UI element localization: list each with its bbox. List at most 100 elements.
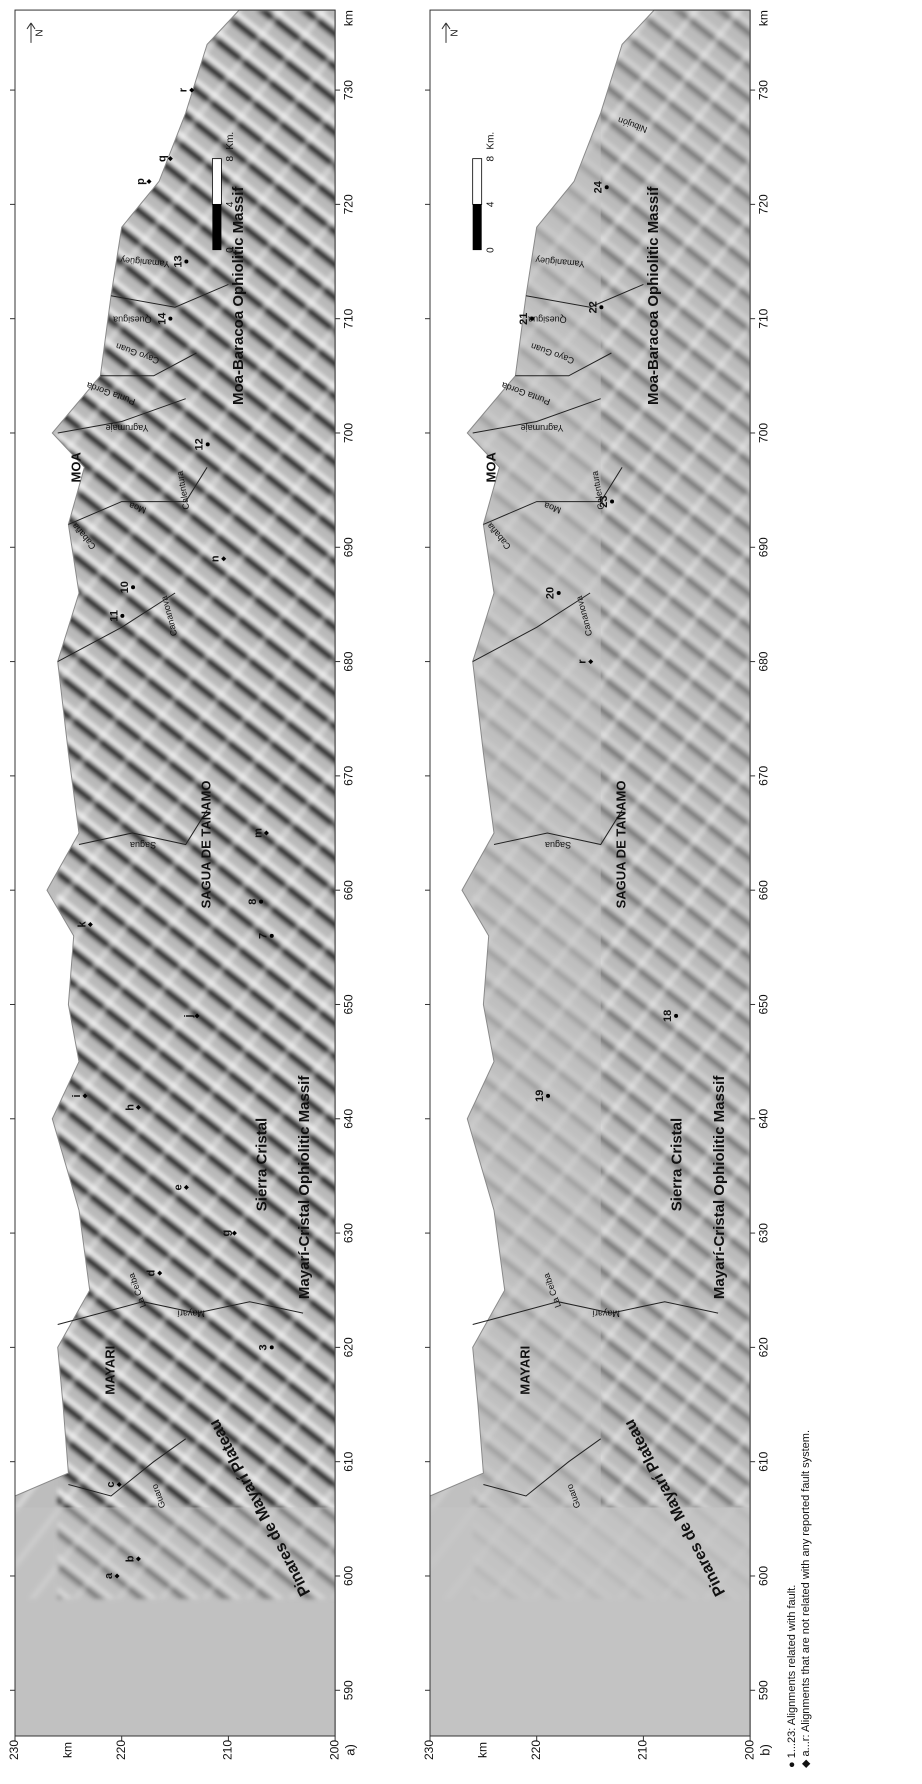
x-tick-label: 690: [756, 537, 770, 557]
point-label: k: [76, 921, 88, 928]
fault-point: [604, 185, 609, 190]
river: [57, 398, 186, 434]
x-tick-label: 640: [341, 1108, 355, 1128]
plain-fade: [15, 1507, 336, 1736]
non-fault-point: [146, 179, 152, 185]
fault-point: [120, 613, 125, 618]
scale-label: 4: [225, 201, 236, 207]
y-tick-label: 230: [7, 1740, 21, 1760]
panel-frame: [14, 9, 336, 1737]
y-tick-label: 210: [221, 1740, 235, 1760]
legend: ● 1...23: Alignments related with fault.…: [786, 1430, 812, 1768]
point-label: j: [183, 1014, 195, 1018]
non-fault-point: [263, 830, 269, 836]
y-tick-label: 200: [327, 1740, 341, 1760]
x-tick-label: 640: [756, 1108, 770, 1128]
fault-point: [530, 316, 535, 321]
scale-unit: Km.: [485, 132, 496, 150]
river: [68, 467, 208, 525]
non-fault-point: [189, 87, 195, 93]
y-tick-label: 200: [742, 1740, 756, 1760]
x-tick-label: 730: [341, 80, 355, 100]
x-tick-label: 710: [341, 308, 355, 328]
fault-point: [259, 899, 264, 904]
point-label: 22: [587, 301, 599, 313]
scale-black: [212, 204, 222, 251]
river: [515, 352, 612, 377]
scale-unit: Km.: [225, 132, 236, 150]
x-tick-label: 700: [756, 423, 770, 443]
x-tick-label: 630: [756, 1223, 770, 1243]
x-tick-label: 600: [341, 1566, 355, 1586]
point-label: 8: [247, 899, 259, 905]
non-fault-point: [167, 156, 173, 162]
river: [57, 1301, 304, 1325]
place-name: SAGUA DE TANAMO: [613, 781, 628, 909]
map-panel: 5906006106206306406506606706806907007107…: [7, 9, 358, 1760]
river: [57, 592, 176, 663]
x-tick-label: 600: [756, 1566, 770, 1586]
point-label: a: [103, 1572, 115, 1579]
place-name: Yamanigüey: [535, 255, 586, 269]
river: [472, 398, 601, 434]
river: [472, 592, 591, 663]
x-tick-label: 690: [341, 537, 355, 557]
x-tick-label: 650: [756, 994, 770, 1014]
point-label: r: [577, 659, 589, 664]
scale-label: 8: [485, 155, 496, 161]
fault-point: [184, 259, 189, 264]
point-label: c: [105, 1481, 117, 1487]
river: [493, 809, 623, 846]
river: [483, 467, 623, 525]
point-label: n: [210, 555, 222, 562]
non-fault-point: [221, 556, 227, 562]
point-label: p: [135, 178, 147, 185]
point-label: 13: [172, 255, 184, 267]
river: [110, 283, 229, 308]
x-tick-label: 650: [341, 994, 355, 1014]
point-label: b: [124, 1555, 136, 1562]
x-tick-label: 590: [341, 1680, 355, 1700]
place-name: MOA: [483, 452, 498, 483]
x-tick-label: 730: [756, 80, 770, 100]
place-name: MOA: [68, 452, 83, 483]
point-label: 18: [662, 1010, 674, 1022]
panel-label: b): [758, 1744, 773, 1756]
y-tick-label: 220: [114, 1740, 128, 1760]
fault-point: [269, 1345, 274, 1350]
place-name: Moa-Baracoa Ophiolitic Massif: [230, 186, 247, 405]
fault-point: [205, 442, 210, 447]
map-panel: 5906006106206306406506606706806907007107…: [422, 9, 773, 1760]
point-label: 3: [258, 1344, 270, 1350]
y-tick-label: 210: [636, 1740, 650, 1760]
point-label: 21: [518, 313, 530, 325]
point-label: 11: [108, 610, 120, 622]
place-name: Moa-Baracoa Ophiolitic Massif: [645, 186, 662, 405]
point-label: m: [252, 828, 264, 838]
non-fault-point: [87, 921, 93, 927]
legend-entry: ● 1...23: Alignments related with fault.: [786, 1585, 798, 1768]
y-axis-unit: km: [476, 1742, 490, 1758]
x-axis-unit: km: [756, 10, 770, 26]
legend-entry: ◆ a...r: Alignments that are not related…: [800, 1430, 812, 1768]
fault-point: [168, 316, 173, 321]
x-tick-label: 620: [341, 1337, 355, 1357]
place-name: Mayarí: [592, 1309, 620, 1319]
place-name: Sagua: [130, 840, 156, 850]
non-fault-point: [194, 1013, 200, 1019]
place-name: Yamanigüey: [120, 255, 171, 269]
x-tick-label: 680: [341, 651, 355, 671]
scale-white: [211, 158, 222, 205]
point-label: 19: [534, 1090, 546, 1102]
scale-label: 0: [485, 247, 496, 253]
x-tick-label: 670: [341, 766, 355, 786]
scale-white: [472, 158, 483, 205]
place-name: Quesigua: [528, 314, 567, 324]
place-name: Mayarí-Cristal Ophiolitic Massif: [711, 1075, 728, 1299]
fault-point: [131, 585, 136, 590]
x-tick-label: 700: [341, 423, 355, 443]
x-tick-label: 590: [756, 1680, 770, 1700]
non-fault-point: [183, 1184, 189, 1190]
point-label: i: [71, 1094, 83, 1097]
place-name: Sierra Cristal: [669, 1118, 686, 1211]
